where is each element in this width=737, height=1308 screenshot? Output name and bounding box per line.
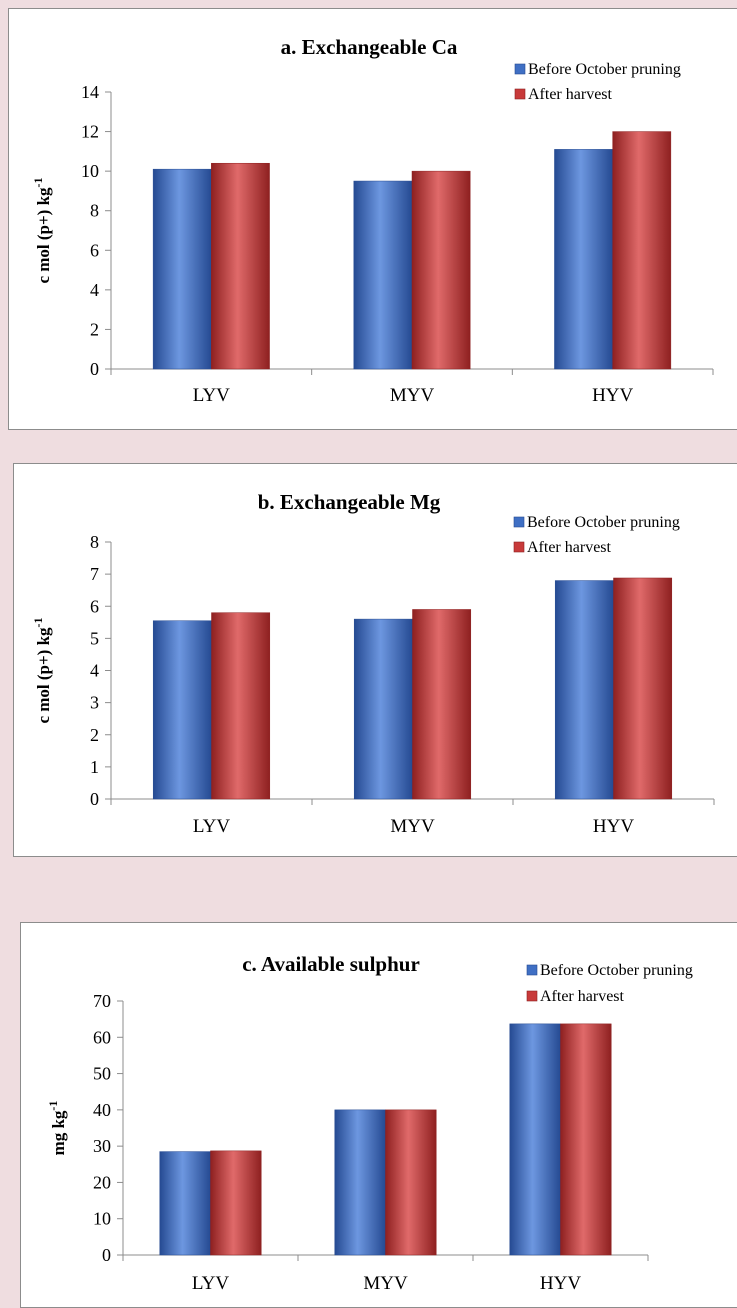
- chart-b-bar-after-hyv: [613, 577, 673, 800]
- chart-a-ytick-label: 4: [90, 280, 99, 300]
- chart-a-bar-before-myv: [353, 180, 413, 370]
- chart-a-bar-after-lyv: [211, 162, 270, 370]
- chart-c-ytick-label: 20: [93, 1172, 111, 1192]
- chart-a-ylabel: c mol (p+) kg-1: [31, 177, 53, 283]
- chart-b-ytick-label: 5: [90, 628, 99, 648]
- chart-panel-b: b. Exchangeable Mg c mol (p+) kg-1 0 1 2 3 4 5 6…: [13, 463, 737, 857]
- chart-c-ytick-label: 30: [93, 1136, 111, 1156]
- chart-b-bar-before-hyv: [554, 580, 614, 800]
- chart-a-ytick-label: 8: [90, 201, 99, 221]
- chart-c-ytick-label: 40: [93, 1100, 111, 1120]
- chart-b-bar-after-myv: [412, 609, 472, 800]
- chart-b-category-label: HYV: [593, 816, 634, 837]
- chart-c-ytick-label: 60: [93, 1027, 111, 1047]
- chart-a-ytick-label: 10: [81, 161, 99, 181]
- chart-b-legend-swatch: [513, 541, 525, 553]
- chart-c-ylabel: mg kg-1: [46, 1101, 68, 1156]
- chart-b-legend-swatch: [513, 516, 525, 528]
- chart-c-bar-after-hyv: [560, 1023, 612, 1256]
- chart-c-ytick-label: 0: [102, 1245, 111, 1265]
- chart-b-ytick-label: 2: [90, 725, 99, 745]
- chart-a-bar-after-hyv: [612, 131, 672, 370]
- chart-a-category-label: LYV: [193, 385, 230, 406]
- chart-a-ytick-label: 6: [90, 240, 99, 260]
- chart-a-ytick-label: 12: [81, 122, 99, 142]
- chart-c-legend-swatch: [526, 990, 538, 1002]
- chart-b-category-label: MYV: [390, 816, 435, 837]
- chart-b-category-label: LYV: [193, 816, 230, 837]
- chart-a-title: a. Exchangeable Ca: [281, 35, 458, 59]
- chart-b-ytick-label: 7: [90, 564, 99, 584]
- chart-a-legend-label: Before October pruning: [528, 61, 681, 78]
- chart-b-svg: b. Exchangeable Mg c mol (p+) kg-1 0 1 2 3 4 5 6…: [31, 490, 715, 837]
- chart-c-bar-after-lyv: [210, 1150, 262, 1256]
- chart-c-bar-after-myv: [385, 1109, 437, 1256]
- chart-c-bar-before-hyv: [509, 1023, 561, 1256]
- chart-a-category-label: MYV: [390, 385, 435, 406]
- chart-a-bar-before-lyv: [152, 168, 212, 370]
- chart-a-bar-before-hyv: [554, 149, 613, 370]
- chart-a-ytick-label: 14: [81, 82, 99, 102]
- chart-c-legend-label: Before October pruning: [540, 962, 693, 979]
- chart-c-svg: c. Available sulphur mg kg-1 0 10 20 30 40 50 60…: [46, 952, 693, 1294]
- chart-a-category-label: HYV: [592, 385, 633, 406]
- chart-a-ytick-label: 0: [90, 359, 99, 379]
- chart-b-bar-before-myv: [353, 618, 413, 800]
- chart-c-title: c. Available sulphur: [242, 952, 420, 976]
- chart-c-ytick-label: 50: [93, 1064, 111, 1084]
- chart-b-bar-after-lyv: [211, 612, 271, 800]
- chart-b-title: b. Exchangeable Mg: [258, 490, 441, 514]
- chart-b-ytick-label: 1: [90, 757, 99, 777]
- chart-b-ytick-label: 8: [90, 532, 99, 552]
- chart-a-bar-after-myv: [411, 170, 471, 370]
- chart-a-svg: a. Exchangeable Ca c mol (p+) kg-1 0 2 4 6 8 10…: [31, 35, 714, 406]
- chart-b-legend-label: After harvest: [527, 539, 612, 556]
- chart-c-ytick-label: 10: [93, 1209, 111, 1229]
- chart-b-legend-label: Before October pruning: [527, 514, 680, 531]
- chart-a-ytick-label: 2: [90, 319, 99, 339]
- chart-b-bar-before-lyv: [152, 620, 212, 800]
- chart-c-category-label: MYV: [363, 1273, 408, 1294]
- chart-c-category-label: HYV: [540, 1273, 581, 1294]
- chart-a-legend-swatch: [514, 63, 526, 75]
- chart-b-ytick-label: 3: [90, 693, 99, 713]
- chart-a-legend-label: After harvest: [528, 86, 613, 103]
- chart-b-ytick-label: 6: [90, 596, 99, 616]
- chart-c-bar-before-myv: [334, 1109, 386, 1256]
- chart-b-ytick-label: 0: [90, 789, 99, 809]
- chart-c-ytick-label: 70: [93, 991, 111, 1011]
- chart-a-legend-swatch: [514, 88, 526, 100]
- chart-c-legend-swatch: [526, 964, 538, 976]
- chart-c-category-label: LYV: [192, 1273, 229, 1294]
- chart-c-legend-label: After harvest: [540, 988, 625, 1005]
- chart-b-ytick-label: 4: [90, 661, 99, 681]
- chart-c-bar-before-lyv: [159, 1151, 211, 1256]
- chart-b-ylabel: c mol (p+) kg-1: [31, 617, 53, 723]
- chart-panel-c: c. Available sulphur mg kg-1 0 10 20 30 40 50 60…: [20, 922, 737, 1308]
- chart-panel-a: a. Exchangeable Ca c mol (p+) kg-1 0 2 4 6 8 10…: [8, 8, 737, 430]
